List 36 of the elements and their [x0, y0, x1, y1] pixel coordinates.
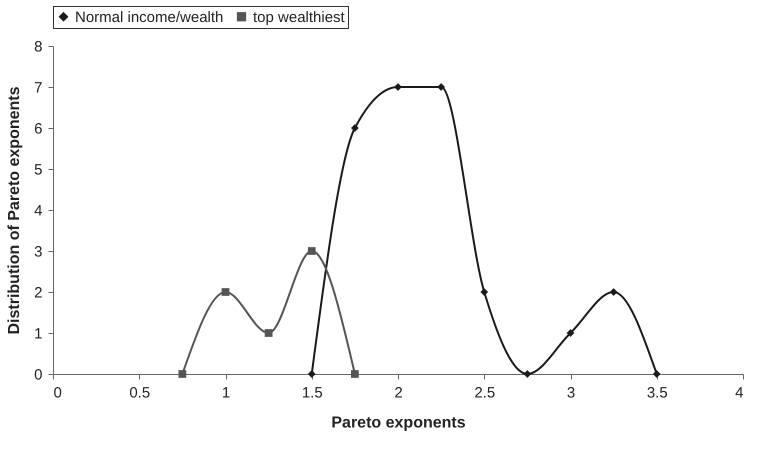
x-tick-label: 3.5 — [646, 384, 668, 402]
point — [566, 329, 574, 337]
y-tick-label: 7 — [34, 80, 42, 96]
point — [308, 247, 316, 255]
point — [178, 370, 186, 378]
x-axis-title: Pareto exponents — [331, 414, 466, 432]
point — [524, 370, 532, 378]
x-tick-label: 1 — [222, 384, 230, 402]
x-tick-label: 2.5 — [474, 384, 496, 402]
x-tick-label: 0.5 — [129, 384, 150, 402]
y-axis-title: Distribution of Pareto exponents — [6, 86, 24, 335]
legend-label: top wealthiest — [253, 8, 346, 26]
y-tick-label: 3 — [34, 244, 42, 260]
x-tick-label: 4 — [735, 384, 744, 402]
point — [610, 288, 618, 296]
point — [652, 370, 661, 378]
point — [308, 370, 316, 378]
y-tick-label: 8 — [34, 38, 42, 56]
x-tick-label: 1.5 — [302, 384, 323, 402]
point — [222, 288, 230, 296]
point — [437, 83, 445, 91]
point — [394, 83, 402, 91]
point — [264, 329, 272, 337]
point — [351, 124, 359, 132]
y-tick-label: 1 — [34, 326, 42, 342]
x-tick-label: 0 — [54, 384, 62, 402]
point — [351, 370, 359, 378]
y-tick-label: 5 — [34, 162, 42, 178]
y-tick-label: 4 — [34, 202, 42, 220]
y-tick-label: 2 — [34, 284, 42, 302]
legend-label: Normal income/wealth — [75, 8, 224, 26]
x-tick-label: 3 — [566, 384, 576, 402]
point — [480, 288, 488, 296]
x-tick-label: 2 — [394, 384, 403, 402]
y-tick-label: 0 — [34, 366, 42, 384]
y-tick-label: 6 — [34, 120, 42, 138]
